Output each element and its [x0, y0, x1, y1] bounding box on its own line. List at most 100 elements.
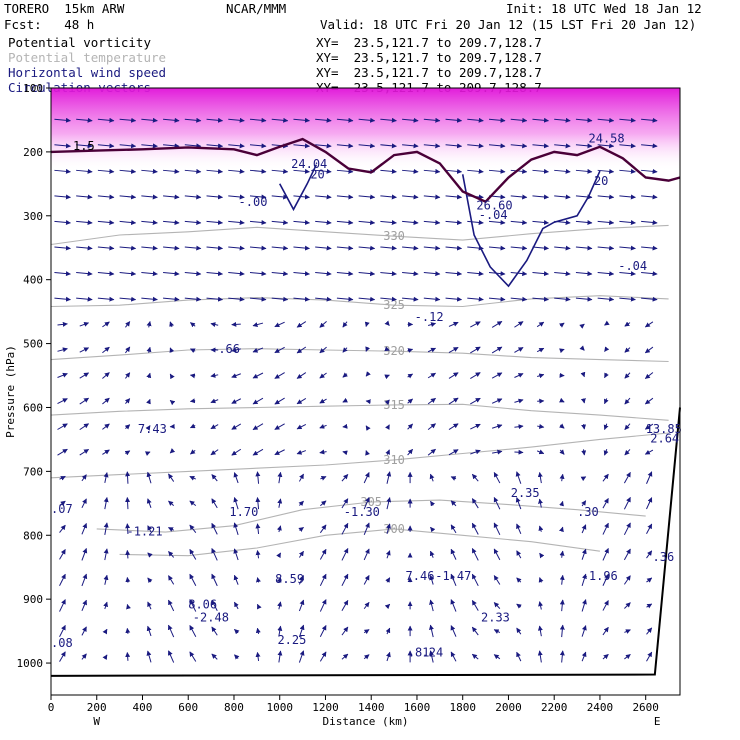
circulation-vector: [206, 168, 224, 174]
circulation-vector: [319, 573, 327, 587]
circulation-vector: [602, 573, 609, 586]
circulation-vector: [402, 245, 419, 251]
circulation-vector: [575, 117, 593, 123]
wind-speed-label: 20: [594, 174, 608, 188]
circulation-vector: [256, 603, 262, 610]
circulation-vector: [319, 524, 327, 534]
circulation-vector: [358, 194, 376, 200]
circulation-vector: [471, 498, 479, 509]
circulation-vector: [206, 194, 224, 200]
circulation-vector: [619, 168, 636, 174]
x-tick-label: 1400: [358, 701, 385, 714]
circulation-vector: [624, 423, 631, 430]
circulation-vector: [402, 271, 419, 277]
circulation-vector: [54, 245, 71, 251]
circulation-vector: [402, 143, 419, 149]
circulation-vector: [384, 374, 390, 380]
circulation-vector: [559, 397, 565, 403]
circulation-vector: [228, 143, 245, 149]
circulation-vector: [167, 650, 175, 663]
theta-contour-label: 310: [383, 453, 405, 467]
circulation-vector: [146, 625, 152, 637]
circulation-vector: [315, 168, 332, 174]
circulation-vector: [168, 527, 174, 532]
circulation-vector: [228, 117, 245, 123]
circulation-vector: [644, 346, 654, 354]
circulation-vector: [619, 143, 636, 149]
x-tick-label: 2200: [541, 701, 568, 714]
circulation-vector: [580, 476, 587, 482]
circulation-vector: [470, 397, 481, 405]
circulation-vector: [256, 577, 261, 583]
circulation-vector: [210, 322, 219, 328]
circulation-vector: [296, 346, 307, 354]
circulation-vector: [141, 143, 158, 149]
circulation-vector: [249, 168, 267, 174]
circulation-vector: [646, 627, 653, 635]
circulation-vector: [514, 424, 524, 430]
circulation-vector: [252, 448, 264, 456]
circulation-vectors-layer: [54, 117, 658, 663]
theta-contour-label: 300: [383, 522, 405, 536]
circulation-vector: [271, 168, 289, 174]
circulation-vector: [319, 424, 327, 429]
circulation-vector: [554, 296, 571, 302]
circulation-vector: [365, 450, 370, 456]
wind-speed-contour-20: [461, 170, 601, 288]
field-value-label: 8.06: [188, 598, 217, 612]
circulation-vector: [602, 600, 609, 611]
circulation-vector: [81, 474, 87, 482]
circulation-vector: [445, 296, 463, 302]
circulation-vector: [57, 448, 68, 456]
circulation-vector: [293, 296, 310, 302]
field-value-label: 2.35: [511, 486, 540, 500]
circulation-vector: [102, 321, 110, 328]
circulation-vector: [341, 573, 349, 587]
circulation-vector: [488, 117, 506, 123]
circulation-vector: [79, 423, 90, 431]
circulation-vector: [249, 143, 267, 149]
circulation-vector: [380, 245, 397, 251]
circulation-vector: [315, 245, 332, 251]
legend-pv: Potential vorticity: [8, 35, 151, 50]
circulation-vector: [119, 168, 137, 174]
circulation-vector: [604, 320, 610, 326]
circulation-vector: [342, 372, 348, 378]
circulation-vector: [271, 296, 289, 302]
circulation-vector: [423, 245, 441, 251]
circulation-vector: [76, 245, 93, 251]
circulation-vector: [445, 194, 463, 200]
circulation-vector: [277, 625, 283, 637]
circulation-vector: [81, 653, 87, 660]
circulation-vector: [228, 194, 245, 200]
circulation-vector: [163, 296, 180, 302]
circulation-vector: [57, 372, 68, 378]
field-value-label: -.00: [239, 195, 268, 209]
circulation-vector: [516, 550, 522, 559]
circulation-vector: [423, 117, 441, 123]
circulation-vector: [119, 194, 137, 200]
circulation-vector: [231, 398, 242, 404]
circulation-vector: [515, 471, 522, 484]
circulation-vector: [581, 625, 587, 637]
circulation-vector: [448, 449, 459, 456]
circulation-vector: [119, 143, 137, 149]
circulation-vector: [97, 143, 115, 149]
circulation-vector: [255, 627, 261, 635]
circulation-vector: [228, 168, 245, 174]
circulation-vector: [234, 654, 240, 660]
field-value-label: 8.59: [275, 572, 304, 586]
circulation-vector: [641, 296, 658, 302]
pv-contour-1.5: [50, 137, 681, 204]
circulation-vector: [597, 117, 615, 123]
circulation-vector: [423, 168, 441, 174]
circulation-vector: [514, 398, 524, 404]
circulation-vector: [252, 347, 264, 353]
circulation-vector: [125, 651, 131, 661]
circulation-vector: [604, 372, 609, 379]
circulation-vector: [559, 473, 565, 482]
circulation-vector: [211, 522, 218, 535]
circulation-vector: [641, 117, 658, 123]
x-tick-label: 1800: [449, 701, 476, 714]
